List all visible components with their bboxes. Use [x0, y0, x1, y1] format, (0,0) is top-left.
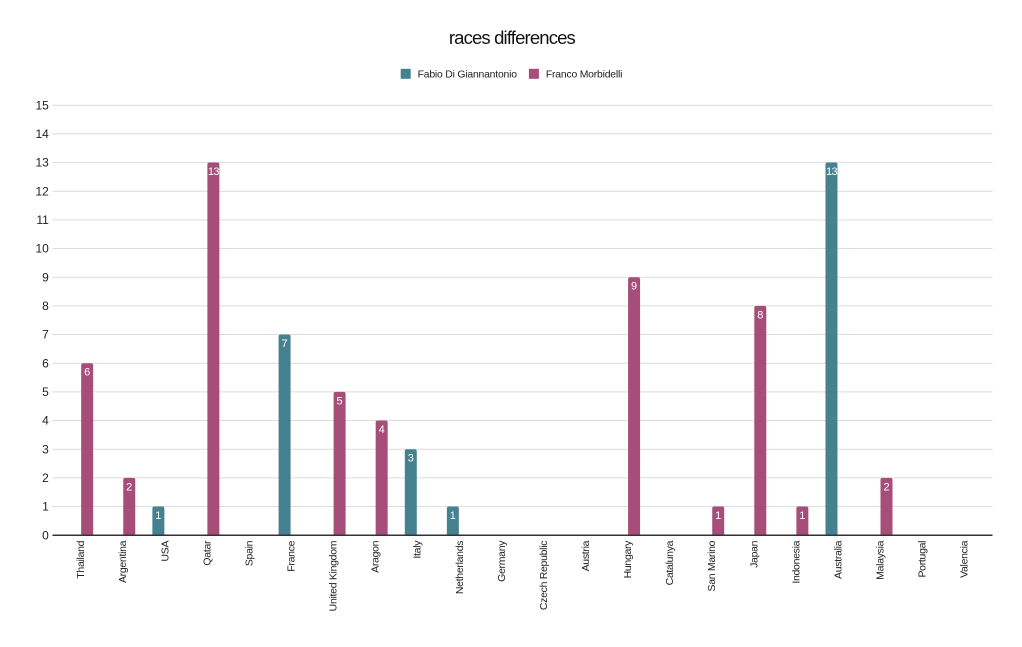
- svg-text:12: 12: [35, 184, 49, 198]
- svg-text:15: 15: [35, 98, 49, 112]
- svg-text:Portugal: Portugal: [917, 541, 929, 578]
- svg-text:Germany: Germany: [496, 540, 508, 582]
- svg-text:Spain: Spain: [243, 540, 255, 566]
- svg-text:Valencia: Valencia: [959, 540, 971, 578]
- svg-text:2: 2: [883, 481, 889, 493]
- svg-text:4: 4: [42, 414, 49, 428]
- svg-text:1: 1: [715, 510, 721, 522]
- svg-text:14: 14: [35, 127, 49, 141]
- svg-text:6: 6: [42, 356, 49, 370]
- svg-text:2: 2: [126, 481, 132, 493]
- svg-text:Malaysia: Malaysia: [874, 540, 886, 579]
- svg-text:13: 13: [35, 156, 49, 170]
- svg-text:Hungary: Hungary: [622, 540, 634, 579]
- svg-text:13: 13: [208, 166, 220, 178]
- svg-text:3: 3: [42, 442, 49, 456]
- svg-text:9: 9: [42, 270, 49, 284]
- svg-text:USA: USA: [159, 541, 171, 562]
- svg-text:1: 1: [799, 510, 805, 522]
- svg-text:Czech Republic: Czech Republic: [538, 541, 550, 610]
- svg-text:San Marino: San Marino: [706, 540, 718, 591]
- svg-text:7: 7: [282, 338, 288, 350]
- svg-text:6: 6: [84, 367, 90, 379]
- svg-text:5: 5: [42, 385, 49, 399]
- svg-text:Thailand: Thailand: [75, 540, 87, 578]
- svg-text:Austria: Austria: [580, 540, 592, 571]
- svg-text:Argentina: Argentina: [117, 540, 129, 583]
- svg-text:races differences: races differences: [449, 27, 576, 48]
- svg-text:Fabio Di Giannantonio: Fabio Di Giannantonio: [418, 70, 518, 81]
- svg-text:Australia: Australia: [832, 540, 844, 579]
- svg-text:France: France: [286, 540, 298, 571]
- svg-text:Franco Morbidelli: Franco Morbidelli: [546, 70, 622, 81]
- svg-text:Catalunya: Catalunya: [664, 540, 676, 585]
- svg-text:Qatar: Qatar: [201, 540, 213, 566]
- svg-text:Aragon: Aragon: [370, 540, 382, 573]
- svg-text:8: 8: [757, 309, 763, 321]
- svg-text:0: 0: [42, 528, 49, 542]
- svg-text:Netherlands: Netherlands: [454, 541, 466, 594]
- svg-text:Indonesia: Indonesia: [790, 540, 802, 583]
- svg-text:5: 5: [337, 395, 343, 407]
- svg-text:8: 8: [42, 299, 49, 313]
- svg-text:10: 10: [35, 242, 49, 256]
- svg-text:Japan: Japan: [748, 540, 760, 568]
- svg-text:1: 1: [155, 510, 161, 522]
- svg-text:Italy: Italy: [412, 540, 424, 559]
- svg-text:2: 2: [42, 471, 49, 485]
- svg-text:1: 1: [42, 500, 49, 514]
- svg-text:United Kingdom: United Kingdom: [328, 540, 340, 611]
- svg-text:9: 9: [631, 281, 637, 293]
- svg-text:3: 3: [408, 453, 414, 465]
- svg-text:4: 4: [379, 424, 385, 436]
- svg-text:13: 13: [826, 166, 838, 178]
- svg-text:7: 7: [42, 328, 49, 342]
- svg-text:11: 11: [36, 213, 49, 227]
- svg-text:1: 1: [450, 510, 456, 522]
